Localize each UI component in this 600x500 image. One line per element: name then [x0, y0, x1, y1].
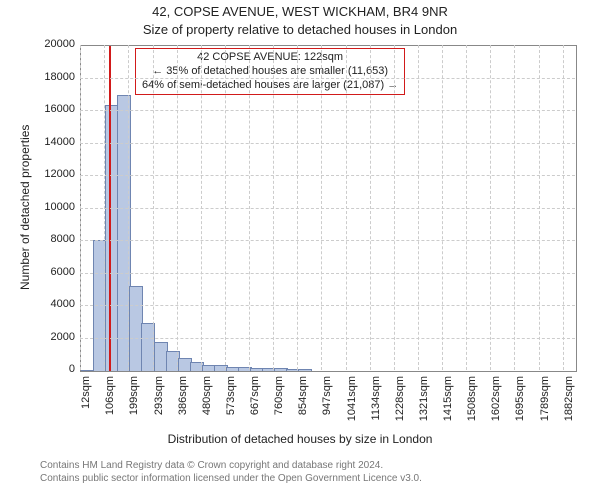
x-axis-label: Distribution of detached houses by size …	[0, 432, 600, 446]
x-tick-label: 1415sqm	[442, 376, 454, 426]
gridline-v	[201, 45, 202, 370]
x-tick-label: 480sqm	[201, 376, 213, 426]
gridline-h	[80, 305, 575, 306]
gridline-h	[80, 175, 575, 176]
gridline-v	[297, 45, 298, 370]
x-tick-label: 12sqm	[80, 376, 92, 426]
gridline-v	[442, 45, 443, 370]
y-tick-label: 0	[35, 363, 75, 375]
annotation-line-3: 64% of semi-detached houses are larger (…	[142, 79, 398, 93]
x-tick-label: 1602sqm	[490, 376, 502, 426]
gridline-v	[128, 45, 129, 370]
gridline-v	[273, 45, 274, 370]
x-tick-label: 1789sqm	[539, 376, 551, 426]
footer-line-2: Contains public sector information licen…	[40, 473, 422, 486]
x-tick-label: 293sqm	[153, 376, 165, 426]
gridline-v	[177, 45, 178, 370]
gridline-h	[80, 240, 575, 241]
footer-attribution: Contains HM Land Registry data © Crown c…	[40, 460, 422, 485]
gridline-v	[153, 45, 154, 370]
x-tick-label: 1134sqm	[370, 376, 382, 426]
y-tick-label: 20000	[35, 38, 75, 50]
y-tick-label: 6000	[35, 266, 75, 278]
footer-line-1: Contains HM Land Registry data © Crown c…	[40, 460, 422, 473]
gridline-v	[370, 45, 371, 370]
y-tick-label: 12000	[35, 168, 75, 180]
x-tick-label: 573sqm	[225, 376, 237, 426]
gridline-v	[563, 45, 564, 370]
y-tick-label: 18000	[35, 71, 75, 83]
y-tick-label: 14000	[35, 136, 75, 148]
gridline-v	[539, 45, 540, 370]
gridline-h	[80, 208, 575, 209]
annotation-line-1: 42 COPSE AVENUE: 122sqm	[142, 51, 398, 65]
histogram-chart: 42, COPSE AVENUE, WEST WICKHAM, BR4 9NR …	[0, 0, 600, 500]
gridline-v	[80, 45, 81, 370]
histogram-bar	[298, 369, 312, 371]
x-tick-label: 199sqm	[128, 376, 140, 426]
x-tick-label: 1321sqm	[418, 376, 430, 426]
gridline-v	[346, 45, 347, 370]
x-tick-label: 1041sqm	[346, 376, 358, 426]
x-tick-label: 667sqm	[249, 376, 261, 426]
y-tick-label: 10000	[35, 201, 75, 213]
gridline-v	[249, 45, 250, 370]
chart-subtitle: Size of property relative to detached ho…	[0, 22, 600, 37]
annotation-line-2: ← 35% of detached houses are smaller (11…	[142, 65, 398, 79]
x-tick-label: 1882sqm	[563, 376, 575, 426]
x-tick-label: 760sqm	[273, 376, 285, 426]
y-tick-label: 4000	[35, 298, 75, 310]
gridline-v	[466, 45, 467, 370]
annotation-box: 42 COPSE AVENUE: 122sqm ← 35% of detache…	[135, 48, 405, 95]
gridline-v	[225, 45, 226, 370]
chart-title: 42, COPSE AVENUE, WEST WICKHAM, BR4 9NR	[0, 4, 600, 19]
gridline-h	[80, 143, 575, 144]
y-tick-label: 2000	[35, 331, 75, 343]
x-tick-label: 386sqm	[177, 376, 189, 426]
x-tick-label: 1228sqm	[394, 376, 406, 426]
gridline-h	[80, 78, 575, 79]
gridline-v	[104, 45, 105, 370]
x-tick-label: 947sqm	[321, 376, 333, 426]
gridline-h	[80, 338, 575, 339]
property-marker-line	[109, 46, 111, 371]
gridline-h	[80, 273, 575, 274]
gridline-v	[394, 45, 395, 370]
x-tick-label: 1508sqm	[466, 376, 478, 426]
gridline-v	[514, 45, 515, 370]
y-axis-label: Number of detached properties	[18, 125, 32, 290]
gridline-v	[490, 45, 491, 370]
x-tick-label: 854sqm	[297, 376, 309, 426]
x-tick-label: 106sqm	[104, 376, 116, 426]
gridline-v	[321, 45, 322, 370]
y-tick-label: 8000	[35, 233, 75, 245]
y-tick-label: 16000	[35, 103, 75, 115]
gridline-h	[80, 110, 575, 111]
gridline-v	[418, 45, 419, 370]
x-tick-label: 1695sqm	[514, 376, 526, 426]
